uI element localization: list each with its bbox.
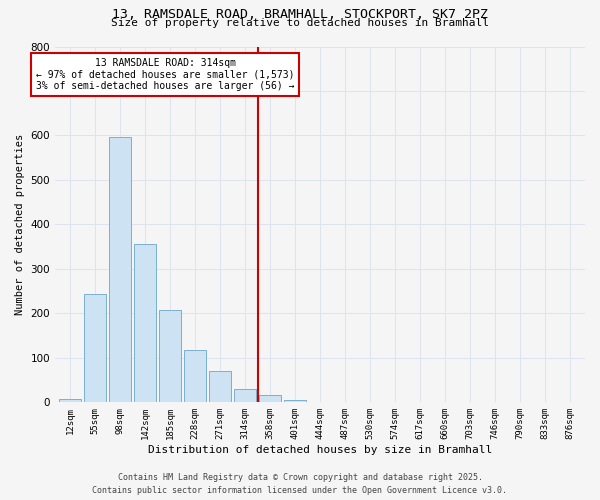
- Text: 13 RAMSDALE ROAD: 314sqm
← 97% of detached houses are smaller (1,573)
3% of semi: 13 RAMSDALE ROAD: 314sqm ← 97% of detach…: [36, 58, 294, 91]
- Text: Contains HM Land Registry data © Crown copyright and database right 2025.
Contai: Contains HM Land Registry data © Crown c…: [92, 474, 508, 495]
- Bar: [209, 371, 230, 402]
- X-axis label: Distribution of detached houses by size in Bramhall: Distribution of detached houses by size …: [148, 445, 492, 455]
- Text: Size of property relative to detached houses in Bramhall: Size of property relative to detached ho…: [111, 18, 489, 28]
- Bar: [235, 389, 256, 402]
- Bar: [284, 400, 305, 402]
- Bar: [59, 399, 80, 402]
- Bar: [109, 137, 131, 402]
- Bar: [134, 244, 155, 402]
- Bar: [259, 395, 281, 402]
- Bar: [85, 294, 106, 403]
- Text: 13, RAMSDALE ROAD, BRAMHALL, STOCKPORT, SK7 2PZ: 13, RAMSDALE ROAD, BRAMHALL, STOCKPORT, …: [112, 8, 488, 20]
- Bar: [160, 310, 181, 402]
- Bar: [184, 350, 206, 403]
- Y-axis label: Number of detached properties: Number of detached properties: [15, 134, 25, 315]
